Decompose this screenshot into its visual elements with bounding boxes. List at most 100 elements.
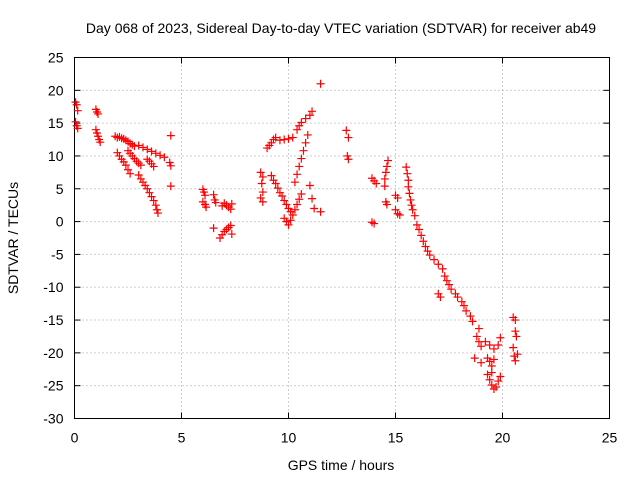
- data-point: [382, 200, 391, 209]
- data-point: [258, 197, 267, 206]
- data-point: [485, 340, 494, 349]
- data-point: [367, 218, 376, 227]
- data-point: [284, 220, 293, 229]
- data-point: [481, 337, 490, 346]
- data-points: [71, 79, 522, 393]
- data-point: [381, 168, 390, 177]
- data-point: [487, 368, 496, 377]
- data-point: [447, 285, 456, 294]
- data-point: [404, 182, 413, 191]
- data-point: [271, 179, 280, 188]
- data-point: [143, 155, 152, 164]
- data-point: [403, 169, 412, 178]
- data-point: [71, 117, 80, 126]
- data-point: [421, 242, 430, 251]
- data-point: [91, 125, 100, 134]
- axis-ticks: [74, 57, 610, 419]
- y-tick-label: -30: [43, 411, 63, 427]
- data-point: [121, 161, 130, 170]
- data-point: [258, 172, 267, 181]
- data-point: [487, 381, 496, 390]
- data-point: [282, 200, 291, 209]
- data-point: [308, 194, 317, 203]
- data-point: [297, 154, 306, 163]
- data-point: [209, 190, 218, 199]
- data-point: [166, 131, 175, 140]
- data-point: [301, 138, 310, 147]
- data-point: [147, 147, 156, 156]
- data-point: [199, 188, 208, 197]
- data-point: [297, 190, 306, 199]
- data-point: [393, 209, 402, 218]
- data-point: [284, 134, 293, 143]
- data-point: [278, 191, 287, 200]
- y-tick-label: 0: [56, 214, 64, 230]
- x-tick-labels: 0 5 10 15 20 25: [71, 430, 618, 446]
- x-tick-label: 25: [602, 430, 618, 446]
- data-point: [494, 377, 503, 386]
- y-tick-label: -5: [51, 246, 64, 262]
- data-point: [280, 196, 289, 205]
- y-tick-label: 5: [56, 181, 64, 197]
- data-point: [303, 130, 312, 139]
- data-point: [73, 106, 82, 115]
- data-point: [286, 216, 295, 225]
- x-tick-label: 20: [495, 430, 511, 446]
- data-point: [485, 357, 494, 366]
- data-point: [94, 132, 103, 141]
- data-point: [405, 189, 414, 198]
- data-point: [402, 163, 411, 172]
- y-tick-label: 20: [48, 82, 64, 98]
- data-point: [126, 169, 135, 178]
- data-point: [470, 354, 479, 363]
- data-point: [143, 145, 152, 154]
- data-point: [425, 251, 434, 260]
- data-point: [227, 230, 236, 239]
- data-point: [477, 358, 486, 367]
- data-point: [408, 205, 417, 214]
- data-point: [308, 107, 317, 116]
- data-point: [209, 224, 218, 233]
- data-point: [496, 333, 505, 342]
- data-point: [149, 162, 158, 171]
- data-point: [227, 199, 236, 208]
- data-point: [290, 205, 299, 214]
- data-point: [202, 203, 211, 212]
- data-point: [156, 151, 165, 160]
- data-point: [258, 188, 267, 197]
- data-point: [489, 355, 498, 364]
- x-tick-label: 10: [281, 430, 297, 446]
- data-point: [406, 195, 415, 204]
- data-point: [222, 225, 231, 234]
- data-point: [393, 193, 402, 202]
- data-point: [511, 327, 520, 336]
- data-point: [151, 149, 160, 158]
- data-point: [160, 153, 169, 162]
- data-point: [297, 118, 306, 127]
- data-point: [483, 370, 492, 379]
- data-point: [474, 324, 483, 333]
- data-point: [130, 142, 139, 151]
- data-point: [305, 181, 314, 190]
- data-point: [438, 264, 447, 273]
- data-point: [395, 211, 404, 220]
- data-point: [511, 356, 520, 365]
- data-point: [423, 247, 432, 256]
- data-point: [275, 136, 284, 145]
- data-point: [273, 184, 282, 193]
- data-point: [211, 198, 220, 207]
- data-point: [293, 200, 302, 209]
- data-point: [316, 207, 325, 216]
- data-point: [436, 293, 445, 302]
- data-point: [138, 143, 147, 152]
- data-point: [472, 332, 481, 341]
- data-point: [226, 221, 235, 230]
- data-point: [492, 382, 501, 391]
- data-point: [415, 225, 424, 234]
- data-point: [257, 179, 266, 188]
- data-point: [152, 205, 161, 214]
- data-point: [256, 193, 265, 202]
- y-tick-label: 15: [48, 115, 64, 131]
- data-point: [92, 128, 101, 137]
- data-point: [466, 312, 475, 321]
